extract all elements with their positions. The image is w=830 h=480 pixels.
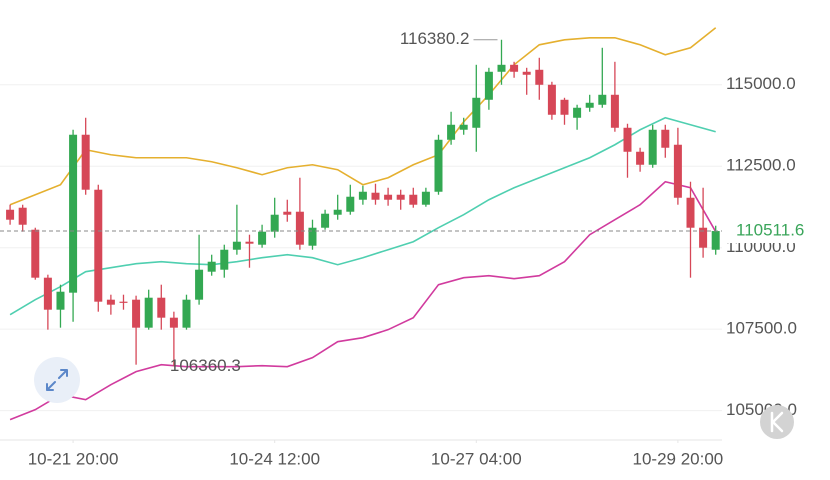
candle-body xyxy=(547,84,556,115)
candle-body xyxy=(31,229,40,278)
last-price-bg xyxy=(724,219,830,244)
candle-body xyxy=(686,197,695,228)
candle-body xyxy=(699,227,708,248)
candle-body xyxy=(270,214,279,232)
candle-body xyxy=(636,151,645,165)
candle-body xyxy=(295,211,304,245)
candle-body xyxy=(6,209,15,220)
candle-body xyxy=(43,277,52,310)
candle-body xyxy=(560,99,569,115)
candle-body xyxy=(598,94,607,105)
candle-body xyxy=(195,269,204,300)
candle-body xyxy=(510,64,519,72)
candle-body xyxy=(497,64,506,72)
candle-body xyxy=(610,94,619,128)
candle-body xyxy=(232,241,241,250)
k-icon[interactable] xyxy=(770,411,784,433)
candle-body xyxy=(308,227,317,246)
candle-body xyxy=(384,194,393,200)
candle-body xyxy=(459,124,468,130)
y-tick-label: 115000.0 xyxy=(726,74,796,93)
candle-body xyxy=(358,191,367,200)
candle-body xyxy=(144,297,153,328)
candle-body xyxy=(573,107,582,118)
candle-body xyxy=(106,299,115,305)
candle-body xyxy=(94,189,103,302)
candle-body xyxy=(69,134,78,293)
candle-body xyxy=(711,231,720,250)
candle-body xyxy=(119,301,128,303)
candle-body xyxy=(283,211,292,215)
candle-body xyxy=(220,249,229,270)
candle-body xyxy=(157,297,166,318)
candle-body xyxy=(258,231,267,245)
y-tick-label: 107500.0 xyxy=(726,319,797,338)
band-line xyxy=(9,27,717,206)
candle-body xyxy=(623,127,632,152)
candle-body xyxy=(371,192,380,200)
expand-icon[interactable] xyxy=(46,369,68,391)
k-button-bg[interactable] xyxy=(760,405,794,439)
x-tick-label: 10-27 04:00 xyxy=(431,449,522,468)
x-tick-label: 10-24 12:00 xyxy=(229,449,320,468)
candle-body xyxy=(18,207,27,225)
min-price-label: 106360.3 xyxy=(170,356,241,375)
candle-body xyxy=(321,213,330,228)
candle-body xyxy=(245,241,254,244)
candle-body xyxy=(648,129,657,165)
candle-body xyxy=(56,291,65,310)
candle-body xyxy=(346,196,355,212)
x-tick-label: 10-29 20:00 xyxy=(633,449,724,468)
candle-body xyxy=(333,209,342,215)
candle-body xyxy=(132,299,141,328)
x-tick-label: 10-21 20:00 xyxy=(28,449,119,468)
band-line xyxy=(9,180,717,421)
candle-body xyxy=(409,194,418,205)
candle-body xyxy=(421,191,430,205)
candle-body xyxy=(535,69,544,85)
candle-body xyxy=(585,102,594,108)
candle-body xyxy=(169,317,178,328)
candle-body xyxy=(434,139,443,192)
band-layer xyxy=(9,27,717,421)
candle-body xyxy=(673,144,682,198)
candle-layer xyxy=(6,39,720,367)
candle-body xyxy=(484,71,493,100)
candle-body xyxy=(661,129,670,148)
candle-body xyxy=(81,134,90,190)
candle-body xyxy=(472,97,481,128)
last-price-label: 110511.6 xyxy=(736,221,804,240)
candle-body xyxy=(522,71,531,75)
expand-button-bg[interactable] xyxy=(34,357,80,403)
y-tick-label: 112500.0 xyxy=(726,156,796,175)
band-line xyxy=(9,116,716,316)
expand-button[interactable] xyxy=(34,357,80,403)
max-price-label: 116380.2 xyxy=(400,29,470,48)
k-button[interactable] xyxy=(760,405,794,439)
candle-body xyxy=(207,261,216,272)
candle-body xyxy=(182,299,191,328)
candle-body xyxy=(396,194,405,200)
candle-body xyxy=(447,124,456,140)
